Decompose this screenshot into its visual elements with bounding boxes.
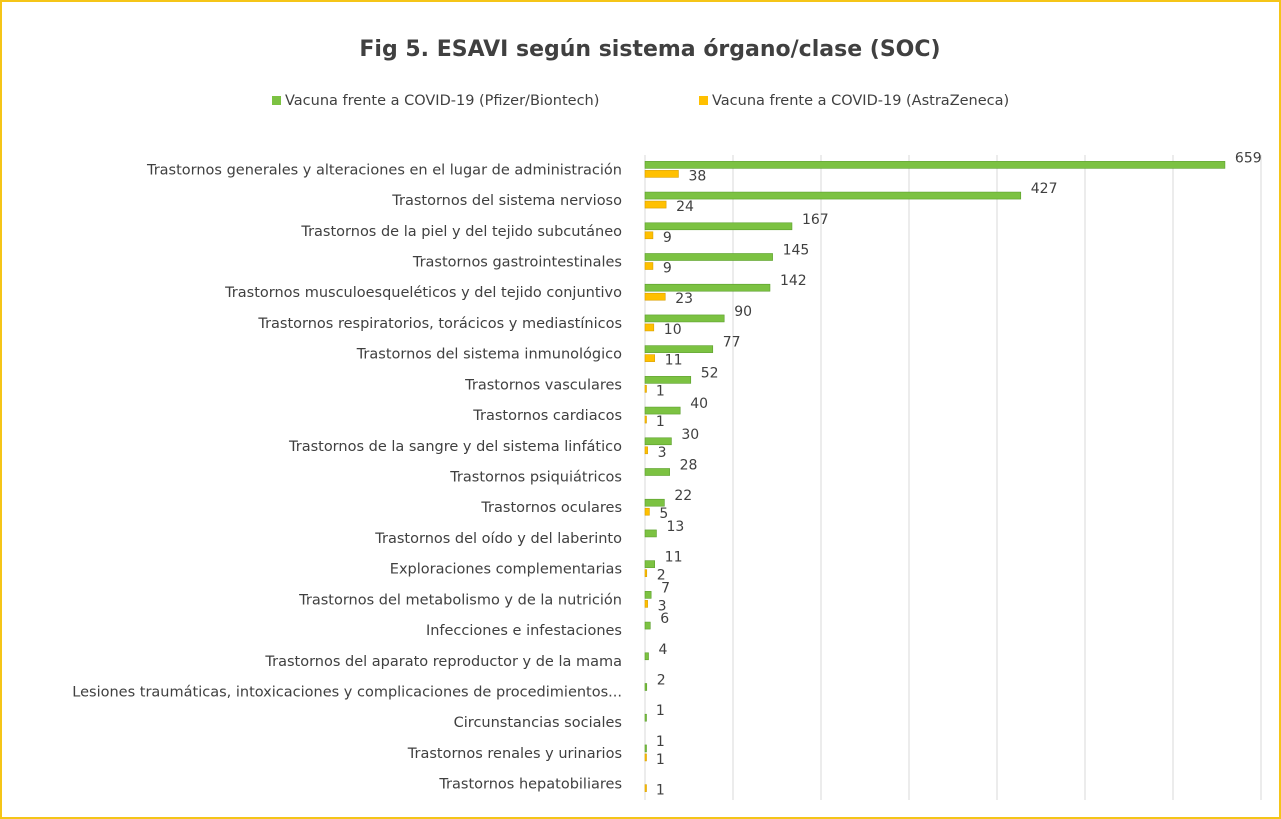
bar (644, 683, 648, 691)
data-label: 22 (674, 488, 692, 504)
bar (644, 354, 655, 362)
y-tick-label: Trastornos oculares (480, 500, 622, 516)
bar (644, 591, 652, 599)
data-label: 77 (723, 335, 741, 351)
y-tick-label: Exploraciones complementarias (390, 562, 622, 578)
legend-swatch (699, 96, 708, 105)
y-tick-label: Trastornos hepatobiliares (438, 777, 622, 793)
y-tick-label: Trastornos de la sangre y del sistema li… (288, 439, 622, 455)
y-tick-label: Trastornos vasculares (464, 377, 622, 393)
data-label: 427 (1031, 181, 1058, 197)
bar (644, 569, 648, 577)
data-label: 40 (690, 396, 708, 412)
bar (644, 415, 647, 424)
legend-label: Vacuna frente a COVID-19 (AstraZeneca) (712, 93, 1009, 109)
bar (644, 231, 654, 240)
data-label: 24 (676, 199, 694, 215)
data-label: 38 (688, 168, 706, 184)
bar (644, 744, 647, 753)
bar (644, 345, 714, 353)
data-label: 52 (701, 365, 719, 381)
data-label: 10 (664, 322, 682, 338)
chart-title: Fig 5. ESAVI según sistema órgano/clase … (359, 37, 940, 62)
data-label: 1 (656, 734, 665, 750)
bar (644, 507, 650, 516)
y-tick-label: Trastornos del aparato reproductor y de … (264, 654, 622, 670)
data-label: 167 (802, 212, 829, 228)
data-label: 23 (675, 291, 693, 307)
bar (644, 652, 649, 661)
bar (644, 161, 1226, 169)
data-label: 2 (657, 568, 666, 584)
bar (644, 600, 648, 608)
y-tick-label: Trastornos del oído y del laberinto (374, 531, 622, 547)
bar (644, 753, 647, 762)
y-tick-label: Trastornos del sistema inmunológico (356, 347, 622, 363)
bar (644, 323, 655, 332)
y-tick-label: Trastornos del metabolismo y de la nutri… (298, 592, 622, 608)
data-label: 6 (660, 611, 669, 627)
data-label: 145 (783, 243, 810, 259)
data-label: 13 (666, 519, 684, 535)
y-tick-label: Trastornos renales y urinarios (407, 746, 622, 762)
y-tick-label: Trastornos psiquiátricos (449, 470, 622, 486)
y-tick-label: Trastornos musculoesqueléticos y del tej… (224, 285, 622, 301)
data-label: 5 (659, 506, 668, 522)
bar (644, 713, 647, 722)
bar (644, 529, 657, 538)
bar (644, 262, 654, 270)
bar (644, 784, 647, 792)
bar (644, 170, 679, 178)
data-label: 30 (681, 427, 699, 443)
y-tick-label: Trastornos de la piel y del tejido subcu… (300, 224, 622, 240)
y-tick-label: Trastornos gastrointestinales (412, 255, 622, 271)
y-tick-label: Trastornos cardiacos (472, 408, 622, 424)
legend-swatch (272, 96, 281, 105)
bar (644, 385, 647, 393)
data-label: 4 (659, 642, 668, 658)
bar (644, 292, 666, 301)
bar (644, 437, 672, 446)
data-label: 659 (1235, 150, 1262, 166)
bar (644, 283, 771, 292)
bar (644, 253, 773, 261)
bar (644, 446, 648, 455)
data-label: 3 (658, 598, 667, 614)
y-tick-label: Infecciones e infestaciones (426, 623, 622, 639)
data-label: 90 (734, 304, 752, 320)
bar (644, 406, 681, 415)
bar (644, 314, 725, 323)
bar (644, 200, 667, 209)
data-label: 11 (665, 550, 683, 566)
data-label: 11 (665, 353, 683, 369)
data-label: 28 (680, 458, 698, 474)
bar (644, 560, 655, 568)
data-label: 3 (658, 445, 667, 461)
bar (644, 498, 665, 507)
data-label: 9 (663, 230, 672, 246)
y-tick-label: Trastornos generales y alteraciones en e… (146, 162, 622, 178)
y-tick-label: Circunstancias sociales (454, 715, 622, 731)
bar (644, 191, 1022, 200)
data-label: 1 (656, 383, 665, 399)
data-label: 1 (656, 783, 665, 799)
bar (644, 621, 651, 630)
bar (644, 468, 670, 476)
legend-label: Vacuna frente a COVID-19 (Pfizer/Biontec… (285, 93, 599, 109)
y-tick-label: Lesiones traumáticas, intoxicaciones y c… (72, 685, 622, 701)
bar (644, 222, 793, 231)
data-label: 1 (656, 752, 665, 768)
data-label: 142 (780, 273, 807, 289)
data-label: 7 (661, 580, 670, 596)
data-label: 9 (663, 261, 672, 277)
data-label: 1 (656, 703, 665, 719)
y-tick-label: Trastornos del sistema nervioso (391, 193, 622, 209)
data-label: 1 (656, 414, 665, 430)
bar (644, 376, 692, 384)
y-tick-label: Trastornos respiratorios, torácicos y me… (257, 316, 622, 332)
data-label: 2 (657, 673, 666, 689)
